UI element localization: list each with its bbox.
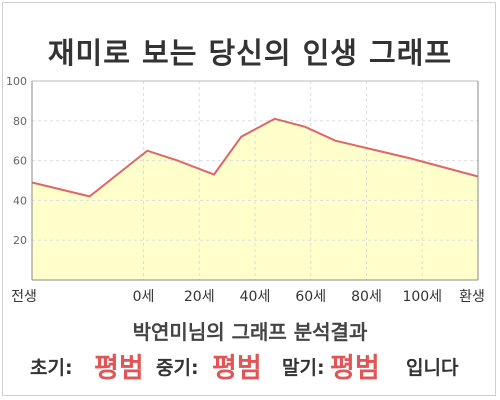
phase-summary: 초기: 평범 중기: 평범 말기: 평범 입니다 bbox=[0, 344, 500, 384]
x-tick-label: 100세 bbox=[402, 289, 442, 305]
x-tick-label: 0세 bbox=[133, 289, 155, 305]
early-phase-label: 초기: bbox=[30, 357, 73, 379]
chart-frame bbox=[2, 2, 496, 396]
x-tick-label: 전생 bbox=[11, 289, 37, 305]
y-tick-label: 20 bbox=[13, 234, 27, 247]
y-tick-label: 60 bbox=[13, 155, 27, 168]
x-tick-label: 40세 bbox=[240, 289, 271, 305]
x-tick-label: 80세 bbox=[351, 289, 382, 305]
x-tick-label: 60세 bbox=[295, 289, 326, 305]
chart-title: 재미로 보는 당신의 인생 그래프 bbox=[47, 36, 453, 70]
late-phase-label: 말기: bbox=[282, 357, 325, 379]
y-tick-label: 100 bbox=[6, 75, 27, 88]
y-tick-label: 80 bbox=[13, 115, 27, 128]
series-line bbox=[31, 117, 479, 198]
x-tick-label: 20세 bbox=[184, 289, 215, 305]
mid-phase-label: 중기: bbox=[156, 357, 199, 379]
mid-phase-value: 평범 bbox=[212, 353, 262, 384]
x-tick-label: 환생 bbox=[459, 289, 485, 305]
late-phase-value: 평범 bbox=[330, 353, 380, 384]
y-tick-label: 40 bbox=[13, 194, 27, 207]
phase-suffix: 입니다 bbox=[406, 357, 459, 379]
early-phase-value: 평범 bbox=[94, 353, 144, 384]
analysis-result-heading: 박연미님의 그래프 분석결과 bbox=[132, 320, 368, 344]
